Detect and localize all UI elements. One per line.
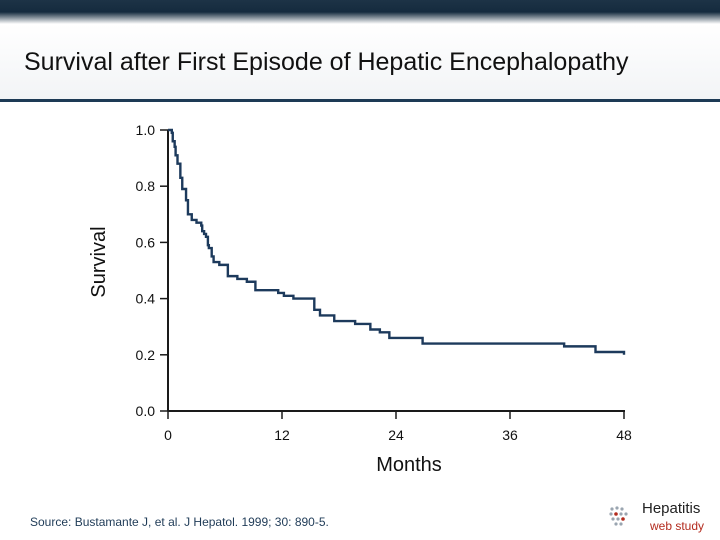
- logo-wordmark: Hepatitis: [642, 500, 701, 517]
- liver-dots-icon: [609, 506, 628, 526]
- slide-title: Survival after First Episode of Hepatic …: [24, 48, 629, 76]
- x-axis-title: Months: [376, 454, 442, 476]
- x-axis: 0 12 24 36 48: [164, 410, 632, 443]
- y-tick-label: 1.0: [136, 122, 156, 138]
- x-tick-label: 24: [388, 427, 404, 443]
- y-tick-label: 0.0: [136, 403, 156, 419]
- source-citation: Source: Bustamante J, et al. J Hepatol. …: [30, 515, 329, 529]
- y-tick-label: 0.2: [136, 347, 156, 363]
- header-band: [0, 24, 720, 100]
- x-tick-label: 0: [164, 427, 172, 443]
- logo-subtitle: web study: [650, 519, 705, 533]
- y-tick-label: 0.4: [136, 291, 156, 307]
- series-layer: [168, 128, 626, 355]
- header-divider: [0, 99, 720, 102]
- x-tick-label: 36: [502, 427, 518, 443]
- survival-curve: [168, 128, 626, 355]
- y-axis-title: Survival: [88, 226, 110, 297]
- y-tick-label: 0.6: [136, 234, 156, 250]
- x-tick-label: 12: [274, 427, 290, 443]
- x-tick-label: 48: [616, 427, 632, 443]
- y-tick-label: 0.8: [136, 178, 156, 194]
- y-axis: 0.0 0.2 0.4 0.6 0.8 1.0: [136, 122, 169, 419]
- hepatitis-web-study-logo: Hepatitis web study: [606, 500, 716, 536]
